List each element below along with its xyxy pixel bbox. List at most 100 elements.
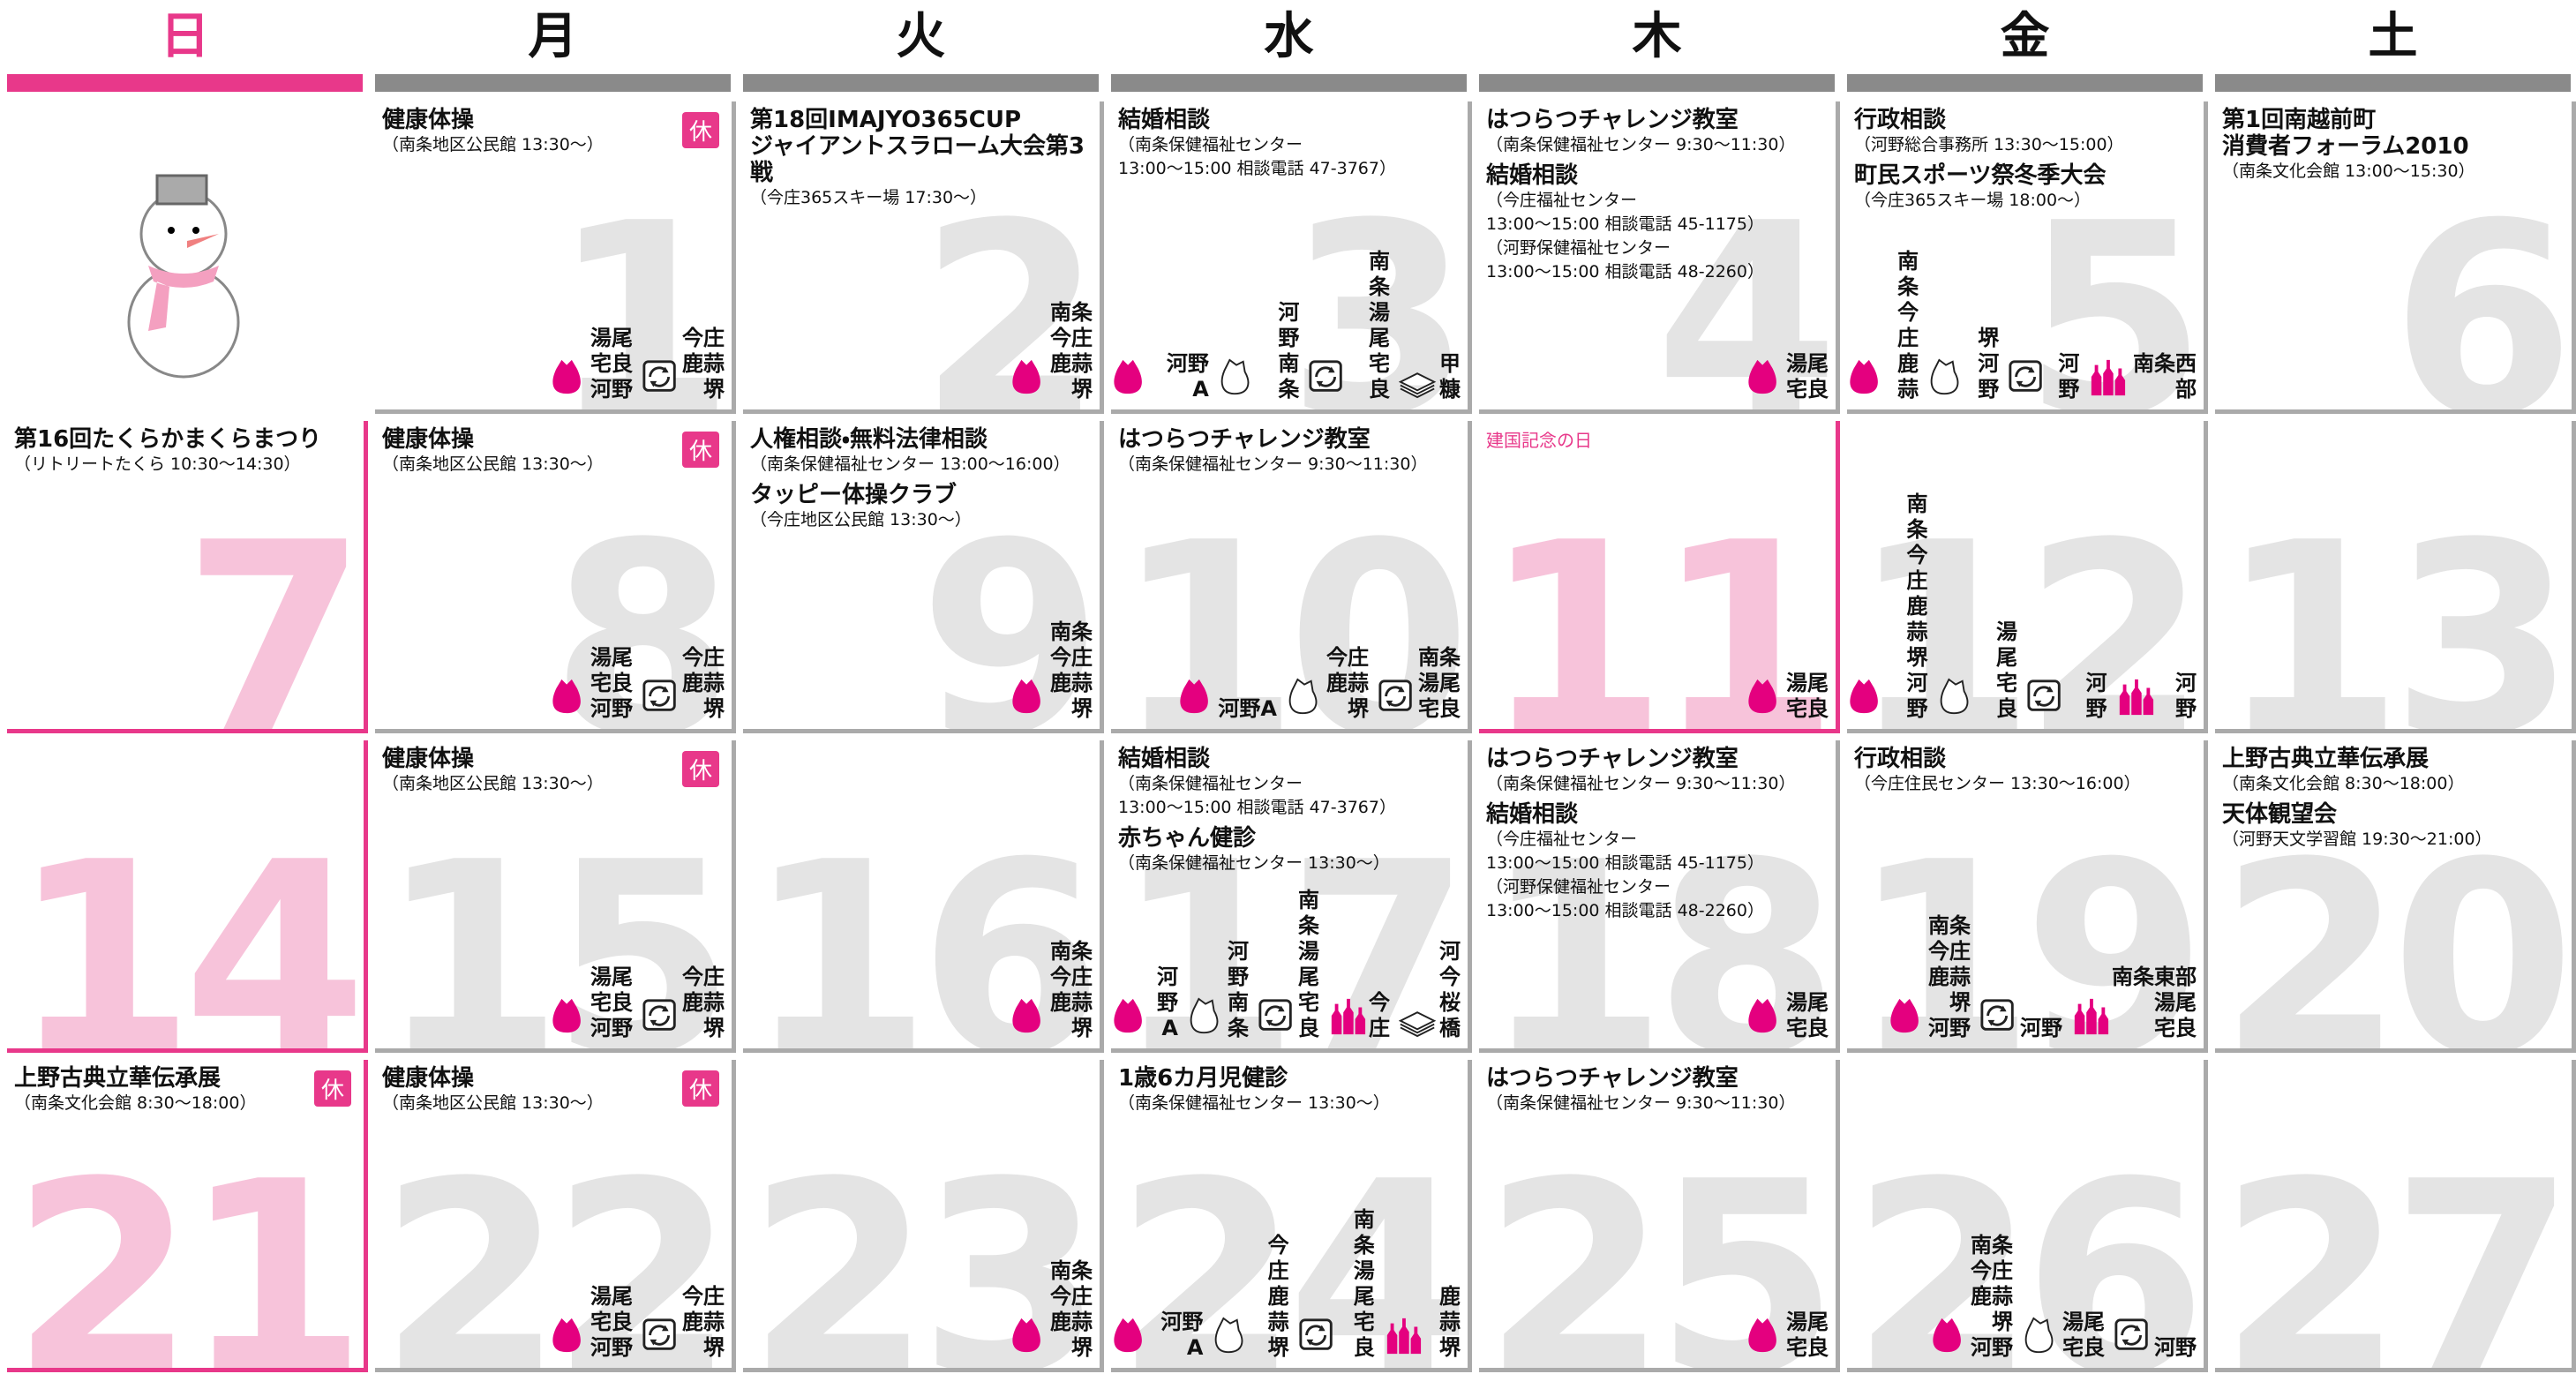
- event-title: 結婚相談: [1118, 746, 1211, 772]
- garbage-pickups: 南条 今庄 鹿蒜堺: [1010, 939, 1093, 1041]
- area-name: 宅良: [590, 671, 633, 695]
- day-number: 16: [747, 806, 1100, 1053]
- event-title: 上野古典立華伝承展: [2222, 746, 2430, 772]
- pickup-areas: 甲糠: [1439, 351, 1461, 402]
- pickup-icon: [642, 357, 680, 402]
- day-cell: 20 上野古典立華伝承展 （南条文化会館 8:30～18:00） 天体観望会 （河野天文…: [2215, 740, 2576, 1053]
- pickup-item: 南条 今庄 鹿蒜堺河野: [1888, 913, 1971, 1041]
- area-name: 南条: [1897, 249, 1919, 299]
- pickup-areas: 今庄 鹿蒜堺: [682, 965, 725, 1041]
- day-number: 13: [2219, 486, 2572, 733]
- closed-badge: 休: [681, 751, 719, 787]
- event-title: 町民スポーツ祭冬季大会: [1854, 162, 2107, 189]
- day-cell: [7, 101, 368, 414]
- pickup-icon: [1010, 995, 1048, 1041]
- day-number: 11: [1483, 486, 1836, 733]
- area-name: 今庄: [1897, 300, 1919, 350]
- pickup-icon: [1384, 1315, 1423, 1361]
- day-cell: 11 建国記念の日 湯尾 宅良: [1479, 421, 1840, 733]
- area-name: 堺: [1906, 645, 1928, 670]
- event-title: 1歳6カ月児健診: [1118, 1065, 1288, 1092]
- area-name: 南条: [1278, 351, 1300, 402]
- day-number: 9: [919, 486, 1100, 733]
- weekday-label: 木: [1632, 8, 1682, 65]
- weekday-bar: [1847, 74, 2203, 92]
- pickup-icon: [2022, 1315, 2061, 1361]
- pickup-icon: [2116, 676, 2155, 722]
- pickup-areas: 南条 湯尾 宅良: [1348, 249, 1390, 402]
- event-title: 行政相談: [1854, 107, 1947, 133]
- area-name: 堺: [1267, 1335, 1289, 1360]
- pickup-icon: [550, 995, 589, 1041]
- area-name: 宅良: [1786, 696, 1829, 721]
- event-detail: （南条保健福祉センター 9:30～11:30）: [1486, 1093, 1796, 1113]
- pickup-icon: [1308, 357, 1347, 402]
- area-name: 河野: [2058, 351, 2080, 402]
- area-name: 今庄: [1050, 965, 1093, 989]
- area-name: 南条: [1050, 939, 1093, 964]
- pickup-areas: 河野A: [1218, 696, 1277, 722]
- event-title: はつらつチャレンジ教室: [1118, 426, 1371, 453]
- garbage-pickups: 河野A 今庄 鹿蒜堺南条 湯尾 宅良 鹿蒜堺: [1111, 1207, 1461, 1361]
- event-title: 赤ちゃん健診: [1118, 825, 1257, 852]
- pickup-item: 南条西部: [2088, 351, 2197, 402]
- pickup-areas: 湯尾 宅良 河野: [590, 645, 633, 722]
- weekday-bar: [743, 74, 1099, 92]
- area-name: 鹿蒜: [1906, 594, 1928, 644]
- area-name: 堺: [703, 1016, 725, 1040]
- pickup-icon: [1746, 357, 1784, 402]
- area-name: 今庄: [1971, 1258, 2013, 1283]
- day-number: 4: [1655, 167, 1836, 414]
- pickup-icon: [1847, 357, 1886, 402]
- area-name: 鹿蒜: [682, 990, 725, 1015]
- pickup-areas: 南条東部 湯尾 宅良: [2112, 965, 2197, 1041]
- area-name: 南条: [1228, 990, 1249, 1040]
- pickup-areas: 河野A: [1152, 351, 1209, 402]
- pickup-icon: [642, 1315, 680, 1361]
- pickup-areas: 南条 湯尾 宅良: [1298, 888, 1319, 1041]
- pickup-item: 南条東部 湯尾 宅良: [2071, 965, 2197, 1041]
- day-cell: 12 南条 今庄 鹿蒜堺河野 湯尾 宅良 河野 河野: [1847, 421, 2208, 733]
- area-name: 堺: [703, 696, 725, 721]
- event-title: タッピー体操クラブ: [750, 482, 958, 508]
- pickup-icon: [2114, 1315, 2152, 1361]
- pickup-areas: 南条 今庄 鹿蒜堺: [1050, 939, 1093, 1041]
- area-name: 鹿蒜: [682, 671, 725, 695]
- event-title: 結婚相談: [1118, 107, 1211, 133]
- garbage-pickups: 湯尾 宅良: [1746, 990, 1829, 1041]
- area-name: 糠: [1438, 377, 1461, 402]
- pickup-item: 湯尾 宅良: [1937, 619, 2017, 722]
- pickup-areas: 今庄 鹿蒜堺: [1326, 645, 1369, 722]
- day-number: 27: [2219, 1125, 2572, 1372]
- pickup-item: 河野: [2008, 351, 2079, 402]
- event-detail: （南条地区公民館 13:30～）: [382, 1093, 604, 1113]
- area-name: 河野: [2085, 671, 2107, 721]
- pickup-icon: [1258, 995, 1296, 1041]
- pickup-item: 南条 今庄 鹿蒜: [1847, 249, 1919, 402]
- area-name: 河野A: [1166, 351, 1209, 402]
- pickup-icon: [1218, 357, 1257, 402]
- event-title: 健康体操: [382, 426, 475, 453]
- area-name: 湯尾: [590, 645, 633, 670]
- pickup-areas: 湯尾 宅良: [1786, 990, 1829, 1041]
- area-name: 河野: [590, 377, 633, 402]
- events: 1歳6カ月児健診 （南条保健福祉センター 13:30～）: [1111, 1060, 1468, 1115]
- pickup-item: 湯尾 宅良 河野: [550, 326, 633, 402]
- events: はつらつチャレンジ教室 （南条保健福祉センター 9:30～11:30）: [1111, 421, 1468, 477]
- area-name: 河野: [1228, 939, 1249, 989]
- event-title: 行政相談: [1854, 746, 1947, 772]
- area-name: 鹿蒜: [1928, 965, 1971, 989]
- events: 第18回IMAJYO365CUP ジャイアントスラローム大会第3戦 （今庄365ス…: [743, 101, 1100, 210]
- area-name: 今庄: [1326, 645, 1369, 670]
- pickup-item: 南条 湯尾 宅良: [1258, 888, 1319, 1041]
- area-name: 堺: [1992, 1310, 2013, 1334]
- events: 第16回たくらかまくらまつり （リトリートたくら 10:30～14:30）: [7, 421, 364, 477]
- events: 健康体操 （南条地区公民館 13:30～）: [375, 421, 732, 477]
- day-cell: 27: [2215, 1060, 2576, 1372]
- event-detail: （南条保健福祉センター 13:00～15:00 相談電話 47-3767）: [1118, 135, 1396, 178]
- area-name: 宅良: [1353, 1310, 1375, 1360]
- garbage-pickups: 南条 今庄 鹿蒜堺河野 湯尾 宅良 河野: [1930, 1233, 2197, 1361]
- pickup-icon: [1398, 995, 1438, 1041]
